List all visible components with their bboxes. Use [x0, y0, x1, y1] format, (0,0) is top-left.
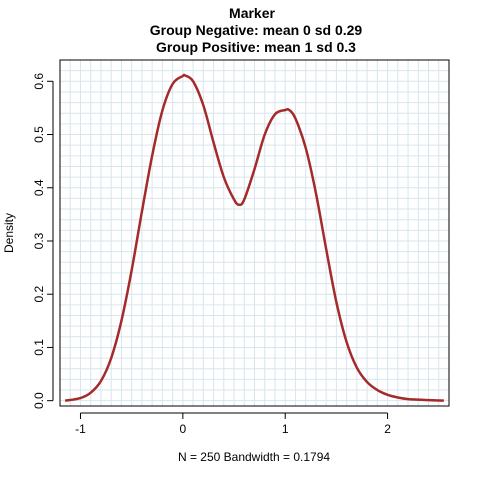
y-axis-label: Density [2, 213, 16, 253]
plot-frame [59, 59, 450, 407]
x-tick-label: -1 [75, 422, 86, 436]
x-axis: -1 0 1 2 [75, 412, 391, 436]
chart-subtitle-line-2: Group Positive: mean 1 sd 0.3 [156, 39, 356, 55]
y-axis: 0.0 0.1 0.2 0.3 0.4 0.5 0.6 [32, 73, 54, 409]
y-tick-label: 0.6 [32, 73, 46, 90]
y-tick-label: 0.2 [32, 286, 46, 303]
chart-title: Marker [229, 5, 275, 21]
y-tick-label: 0.5 [32, 126, 46, 143]
chart-subtitle-line-1: Group Negative: mean 0 sd 0.29 [150, 22, 363, 38]
x-tick-label: 2 [384, 422, 391, 436]
y-tick-label: 0.1 [32, 339, 46, 356]
y-tick-label: 0.4 [32, 179, 46, 196]
density-line [64, 73, 444, 402]
y-tick-label: 0.0 [32, 392, 46, 409]
x-axis-label: N = 250 Bandwidth = 0.1794 [178, 450, 330, 464]
plot-grid [59, 60, 450, 406]
series-layer [64, 73, 444, 402]
x-tick-label: 0 [179, 422, 186, 436]
x-tick-label: 1 [282, 422, 289, 436]
y-tick-label: 0.3 [32, 232, 46, 249]
